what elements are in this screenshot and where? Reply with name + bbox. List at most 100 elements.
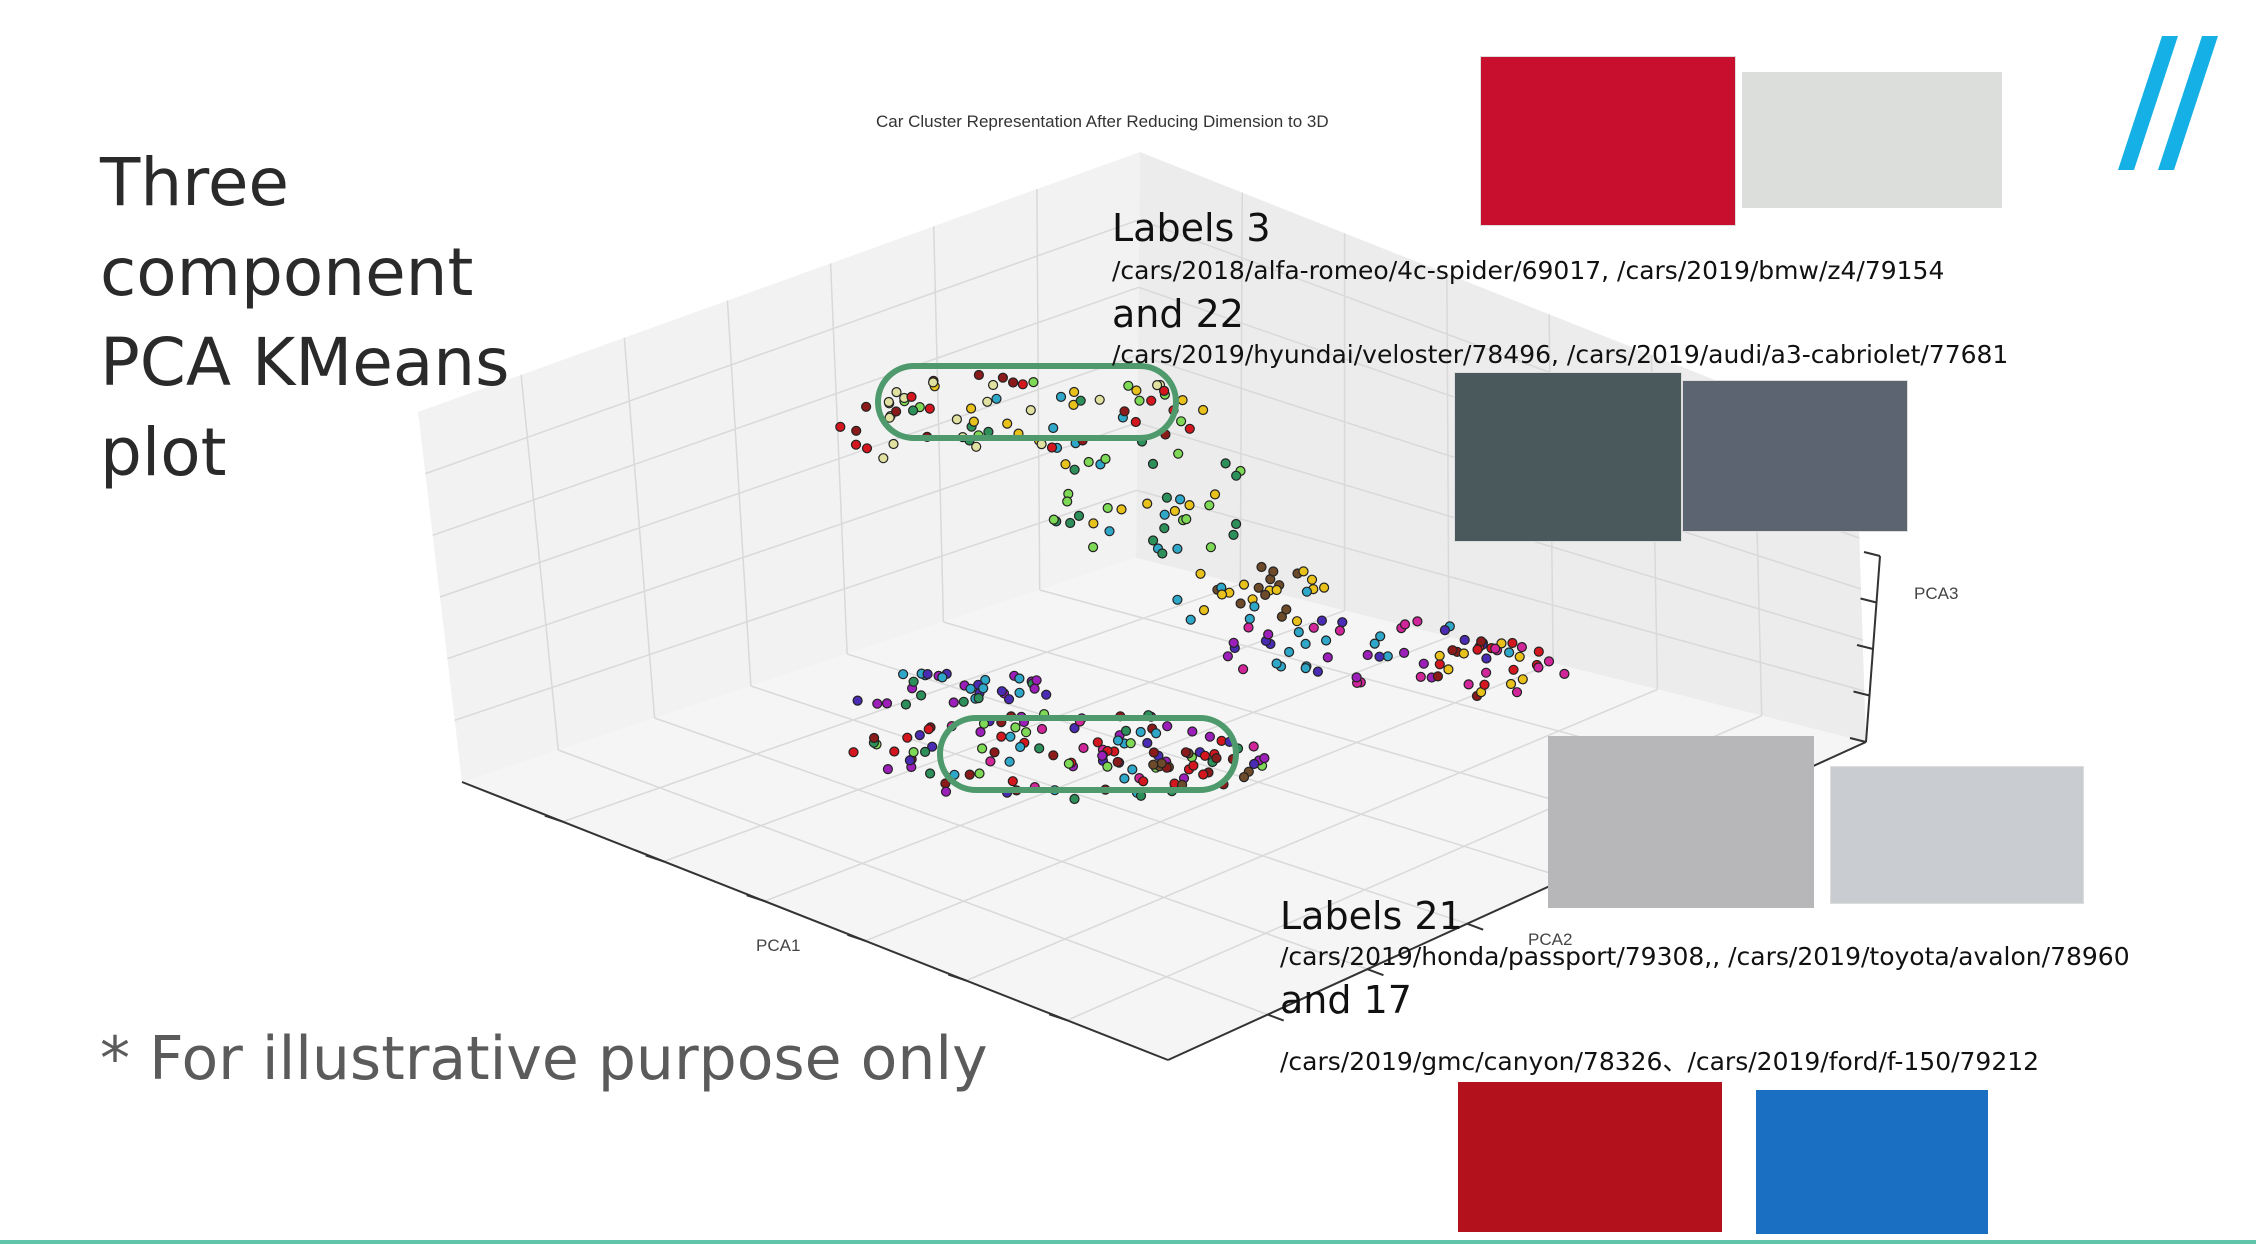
data-point [883, 396, 894, 408]
data-point [1172, 543, 1183, 554]
data-point [1231, 470, 1242, 481]
data-point [1175, 416, 1187, 427]
grid-line [558, 749, 1268, 1016]
data-point [1148, 759, 1159, 770]
data-point [1031, 675, 1042, 686]
data-point [848, 747, 859, 758]
data-point [1306, 574, 1318, 585]
data-point [1300, 638, 1311, 650]
data-point [1476, 636, 1487, 647]
x-axis-label: PCA1 [756, 936, 801, 955]
toyota-avalon-photo [1548, 736, 1814, 908]
data-point [1127, 764, 1138, 775]
data-point [1415, 671, 1426, 683]
x-tick [947, 973, 967, 982]
data-point [1256, 561, 1267, 573]
data-point [1147, 458, 1159, 469]
data-point [1418, 658, 1429, 669]
data-point [1472, 644, 1483, 655]
data-point [1157, 548, 1168, 559]
data-point [1316, 615, 1328, 626]
data-point [1159, 509, 1170, 520]
honda-passport-photo [1830, 766, 2084, 904]
grid-line [750, 685, 1468, 925]
data-point [978, 683, 989, 694]
grid-line [425, 218, 1140, 475]
data-point [1188, 760, 1199, 771]
data-point [1276, 611, 1288, 622]
y-tick [1267, 1013, 1285, 1022]
x-tick [746, 894, 765, 903]
data-point [1291, 616, 1303, 627]
data-point [971, 441, 982, 452]
data-point [1063, 758, 1075, 769]
data-point [889, 746, 900, 757]
data-point [1138, 776, 1149, 787]
data-point [1503, 647, 1515, 658]
data-point [923, 723, 934, 735]
data-point [1102, 761, 1113, 772]
data-point [1204, 500, 1215, 511]
ford-f150-photo [1458, 1082, 1722, 1232]
data-point [1046, 442, 1058, 453]
data-point [1068, 386, 1080, 398]
data-point [1048, 750, 1059, 761]
data-point [1308, 622, 1319, 633]
data-point [1369, 638, 1380, 649]
data-point [861, 443, 873, 454]
data-point [1447, 645, 1458, 656]
data-point [1184, 423, 1195, 434]
data-point [1092, 737, 1103, 748]
data-point [882, 763, 894, 775]
data-point [1505, 678, 1517, 690]
data-point [975, 726, 986, 738]
data-point [973, 692, 984, 704]
data-point [1259, 752, 1270, 764]
data-point [1041, 689, 1052, 700]
data-point [1065, 517, 1076, 529]
data-point [1533, 662, 1544, 673]
data-point [1322, 652, 1333, 663]
data-point [1048, 514, 1059, 525]
data-point [1443, 664, 1454, 675]
data-point [1159, 523, 1170, 534]
data-point [1238, 579, 1250, 590]
data-point [1301, 586, 1313, 597]
annotation-bottom-path-2: /cars/2019/gmc/canyon/78326、/cars/2019/f… [1280, 1047, 2040, 1076]
data-point [1281, 604, 1292, 615]
data-point [1216, 589, 1228, 600]
data-point [1029, 683, 1040, 694]
data-point [1015, 741, 1026, 753]
annotation-bottom-path-1: /cars/2019/honda/passport/79308,, /cars/… [1280, 942, 2130, 971]
left-wall-pane [418, 152, 1140, 782]
data-point [1014, 687, 1025, 698]
logo-stripe-1 [2118, 36, 2178, 170]
data-point [1220, 458, 1231, 469]
data-point [1351, 672, 1362, 683]
data-point [1463, 679, 1474, 690]
hyundai-veloster-photo [1454, 372, 1682, 542]
data-point [1088, 518, 1099, 529]
data-point [1293, 626, 1304, 638]
chart-title: Car Cluster Representation After Reducin… [876, 112, 1329, 131]
data-point [1398, 647, 1410, 659]
data-point [1434, 650, 1445, 661]
data-point [1222, 651, 1234, 662]
data-point [1180, 747, 1192, 758]
data-point [1003, 694, 1015, 705]
data-point [850, 439, 862, 450]
data-point [1514, 651, 1525, 662]
data-point [1439, 624, 1451, 636]
data-point [1187, 726, 1198, 737]
brand-logo-icon [2118, 36, 2218, 170]
data-point [1479, 679, 1490, 690]
data-point [1559, 668, 1570, 680]
slide-title: Three component PCA KMeans plot [100, 144, 510, 491]
z-tick [1856, 644, 1874, 650]
data-point [1243, 622, 1254, 633]
z-tick [1853, 690, 1870, 697]
data-point [1069, 793, 1080, 805]
data-point [1119, 406, 1130, 417]
data-point [1094, 394, 1105, 405]
data-point [1097, 750, 1108, 761]
